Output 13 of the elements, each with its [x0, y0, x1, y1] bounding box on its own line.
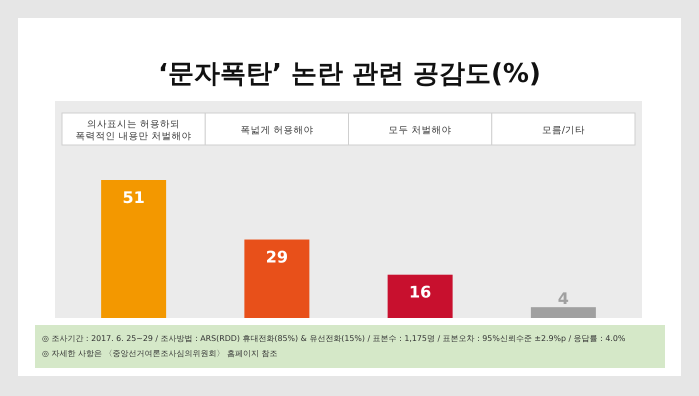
data-label: 16	[408, 282, 432, 302]
x-tick-label: 의사표시는 허용하되 폭력적인 내용만 처벌해야	[76, 119, 192, 142]
chart-title: ‘문자폭탄’ 논란 관련 공감도(%)	[158, 59, 541, 89]
data-label: 4	[558, 289, 569, 308]
bar	[101, 180, 166, 318]
bar	[388, 274, 453, 318]
bar	[244, 240, 310, 318]
x-tick-label: 모름/기타	[542, 125, 585, 136]
data-label: 51	[122, 188, 145, 207]
bar	[530, 307, 596, 318]
x-tick-label: 폭넓게 허용해야	[240, 125, 314, 136]
x-tick-label: 모두 처벌해야	[388, 125, 452, 136]
data-label: 29	[266, 248, 288, 267]
